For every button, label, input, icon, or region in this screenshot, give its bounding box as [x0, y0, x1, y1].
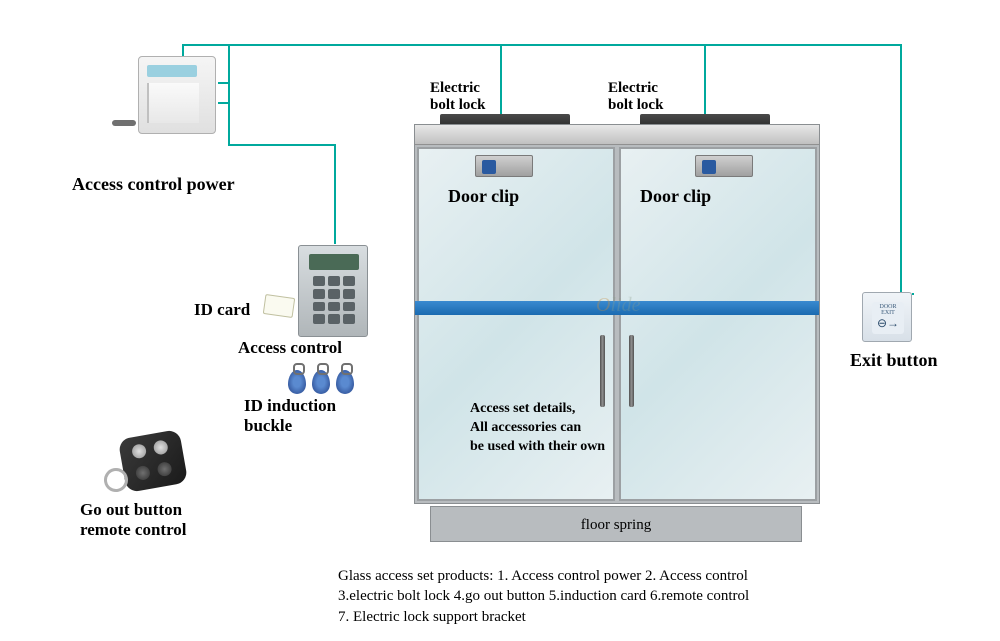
wire — [218, 102, 228, 104]
wire — [334, 144, 336, 244]
door-clip-2-label: Door clip — [640, 186, 711, 207]
id-buckle-icon — [336, 370, 354, 394]
wire — [218, 82, 228, 84]
keypad-icon — [298, 245, 368, 337]
power-supply-icon — [138, 56, 216, 134]
footer-text: Glass access set products: 1. Access con… — [338, 566, 749, 627]
bolt-lock-2-label: Electric bolt lock — [608, 80, 663, 114]
wire — [228, 144, 336, 146]
wire — [900, 44, 902, 294]
bolt-lock-1-label: Electric bolt lock — [430, 80, 485, 114]
exit-button-icon: DOOREXIT — [862, 292, 912, 342]
remote-label: Go out button remote control — [80, 500, 187, 540]
wire — [218, 44, 902, 46]
id-card-icon — [263, 294, 295, 318]
id-card-label: ID card — [194, 300, 250, 320]
door-clip-icon — [475, 155, 533, 177]
door-details-text: Access set details, All accessories can … — [470, 400, 605, 457]
access-control-label: Access control — [238, 338, 342, 358]
wire — [228, 44, 230, 144]
wire — [912, 293, 914, 295]
wire — [182, 44, 218, 46]
power-drain-icon — [112, 120, 136, 126]
id-buckle-label: ID induction buckle — [244, 396, 336, 436]
access-power-label: Access control power — [72, 174, 235, 195]
wire — [500, 44, 502, 114]
door-clip-icon — [695, 155, 753, 177]
remote-control-icon — [108, 428, 198, 494]
floor-spring: floor spring — [430, 506, 802, 542]
door-clip-1-label: Door clip — [448, 186, 519, 207]
wire — [704, 44, 706, 114]
id-buckle-icon — [288, 370, 306, 394]
id-buckle-icon — [312, 370, 330, 394]
watermark: Olide — [596, 294, 640, 317]
exit-button-label: Exit button — [850, 350, 938, 371]
